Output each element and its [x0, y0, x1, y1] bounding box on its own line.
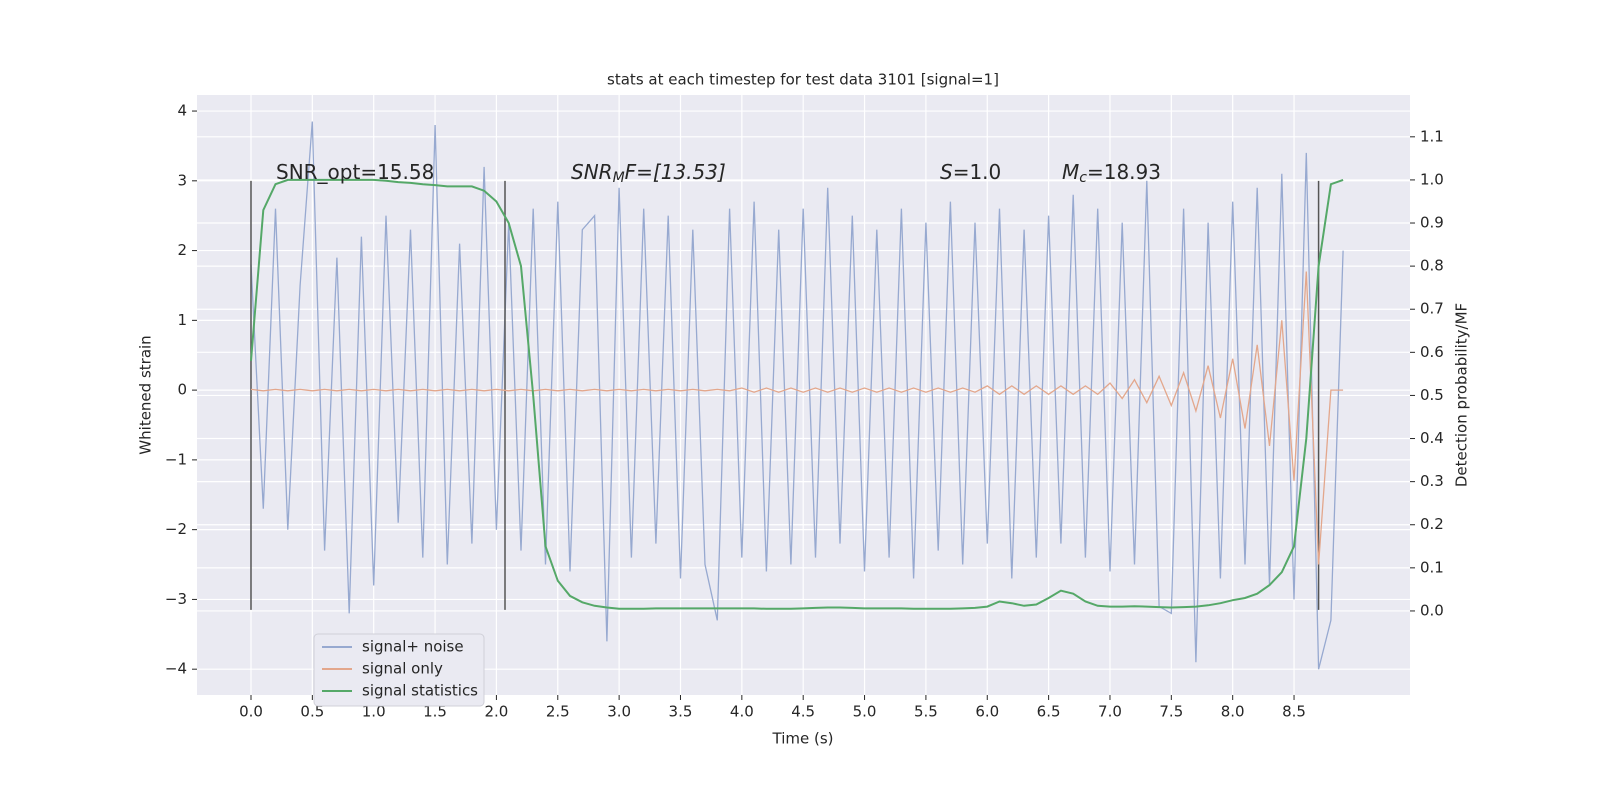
x-tick-label: 6.0	[975, 703, 999, 721]
y2-tick-label: 0.6	[1420, 343, 1444, 361]
annotation-part: M	[1062, 160, 1079, 184]
y2-tick-label: 0.9	[1420, 214, 1444, 232]
x-tick-label: 3.5	[669, 703, 693, 721]
x-tick-label: 6.5	[1037, 703, 1061, 721]
y2-tick-label: 0.7	[1420, 300, 1444, 318]
y-tick-label: −2	[165, 520, 187, 538]
x-tick-label: 2.0	[484, 703, 508, 721]
y2-tick-label: 0.1	[1420, 558, 1444, 576]
x-tick-label: 8.5	[1282, 703, 1306, 721]
x-tick-label: 4.0	[730, 703, 754, 721]
x-axis-label: Time (s)	[772, 730, 834, 748]
y-tick-label: 0	[177, 381, 187, 399]
chart-title: stats at each timestep for test data 310…	[607, 71, 999, 89]
x-tick-label: 3.0	[607, 703, 631, 721]
y-tick-label: 3	[177, 171, 187, 189]
x-tick-label: 2.5	[546, 703, 570, 721]
annotation: S=1.0	[940, 160, 1001, 184]
x-tick-label: 0.0	[239, 703, 263, 721]
y-tick-label: −1	[165, 450, 187, 468]
x-tick-label: 5.5	[914, 703, 938, 721]
x-tick-label: 1.5	[423, 703, 447, 721]
series-line	[250, 271, 1344, 565]
annotation-part: SNR	[571, 160, 613, 184]
annotation: SNRMF=[13.53]	[571, 160, 726, 187]
annotation-part: =18.93	[1087, 160, 1161, 184]
legend-box	[313, 633, 485, 707]
x-tick-label: 0.5	[300, 703, 324, 721]
annotation: Mc=18.93	[1062, 160, 1161, 187]
y2-tick-label: 0.3	[1420, 472, 1444, 490]
x-tick-label: 7.0	[1098, 703, 1122, 721]
x-tick-label: 1.0	[362, 703, 386, 721]
annotation-part: SNR_opt=15.58	[276, 160, 434, 184]
legend-label: signal only	[362, 660, 443, 678]
x-tick-label: 8.0	[1221, 703, 1245, 721]
y2-tick-label: 0.8	[1420, 257, 1444, 275]
y2-tick-label: 1.0	[1420, 170, 1444, 188]
annotation-part: =1.0	[953, 160, 1002, 184]
y2-tick-label: 1.1	[1420, 127, 1444, 145]
y2-tick-label: 0.0	[1420, 601, 1444, 619]
x-tick-label: 4.5	[791, 703, 815, 721]
y-tick-label: 1	[177, 311, 187, 329]
y2-tick-label: 0.2	[1420, 515, 1444, 533]
y2-axis-label: Detection probability/MF	[1453, 303, 1471, 487]
annotation: SNR_opt=15.58	[276, 160, 434, 184]
y2-tick-label: 0.5	[1420, 386, 1444, 404]
series-line	[250, 178, 1344, 610]
y-axis-label: Whitened strain	[137, 335, 155, 454]
legend-label: signal statistics	[362, 682, 478, 700]
annotation-part: F=[13.53]	[625, 160, 726, 184]
x-tick-label: 7.5	[1159, 703, 1183, 721]
y2-tick-label: 0.4	[1420, 429, 1444, 447]
x-tick-label: 5.0	[853, 703, 877, 721]
annotation-part: c	[1079, 170, 1087, 186]
annotation-part: M	[613, 170, 625, 186]
annotation-part: S	[940, 160, 953, 184]
y-tick-label: −3	[165, 590, 187, 608]
y-tick-label: −4	[165, 660, 187, 678]
y-tick-label: 4	[177, 102, 187, 120]
y-tick-label: 2	[177, 241, 187, 259]
legend-label: signal+ noise	[362, 638, 464, 656]
